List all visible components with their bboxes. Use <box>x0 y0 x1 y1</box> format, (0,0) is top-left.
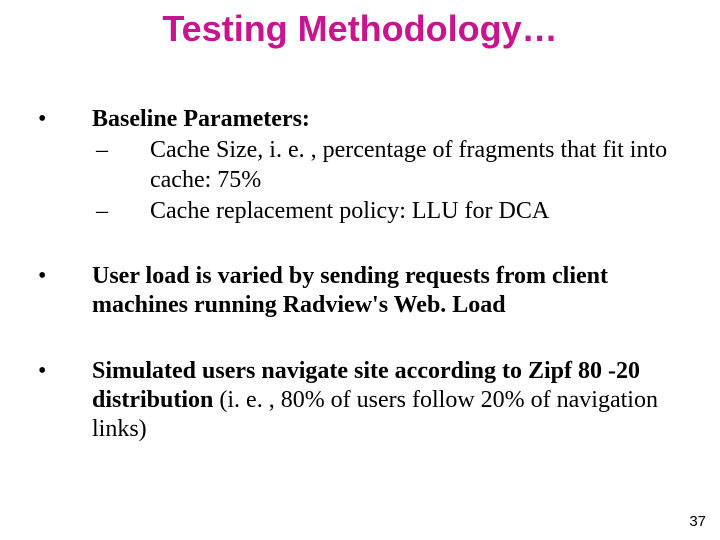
bullet-marker: • <box>36 105 92 134</box>
bullet-item: • User load is varied by sending request… <box>36 262 684 321</box>
bullet-marker: • <box>36 357 92 445</box>
slide: Testing Methodology… • Baseline Paramete… <box>0 0 720 540</box>
bullet-marker: • <box>36 262 92 321</box>
bullet-item: • Baseline Parameters: <box>36 105 684 134</box>
bullet-text: User load is varied by sending requests … <box>92 262 684 321</box>
spacer <box>36 323 684 357</box>
sub-bullet-text: Cache replacement policy: LLU for DCA <box>150 197 684 226</box>
slide-title: Testing Methodology… <box>0 8 720 50</box>
sub-bullet-item: – Cache replacement policy: LLU for DCA <box>90 197 684 226</box>
slide-body: • Baseline Parameters: – Cache Size, i. … <box>36 105 684 446</box>
sub-bullet-text: Cache Size, i. e. , percentage of fragme… <box>150 136 684 195</box>
sub-bullet-item: – Cache Size, i. e. , percentage of frag… <box>90 136 684 195</box>
bullet-item: • Simulated users navigate site accordin… <box>36 357 684 445</box>
bullet-bold-text: User load is varied by sending requests … <box>92 263 608 318</box>
dash-marker: – <box>90 136 150 195</box>
bullet-heading: Baseline Parameters: <box>92 105 684 134</box>
dash-marker: – <box>90 197 150 226</box>
spacer <box>36 228 684 262</box>
page-number: 37 <box>689 513 706 530</box>
bullet-text: Simulated users navigate site according … <box>92 357 684 445</box>
